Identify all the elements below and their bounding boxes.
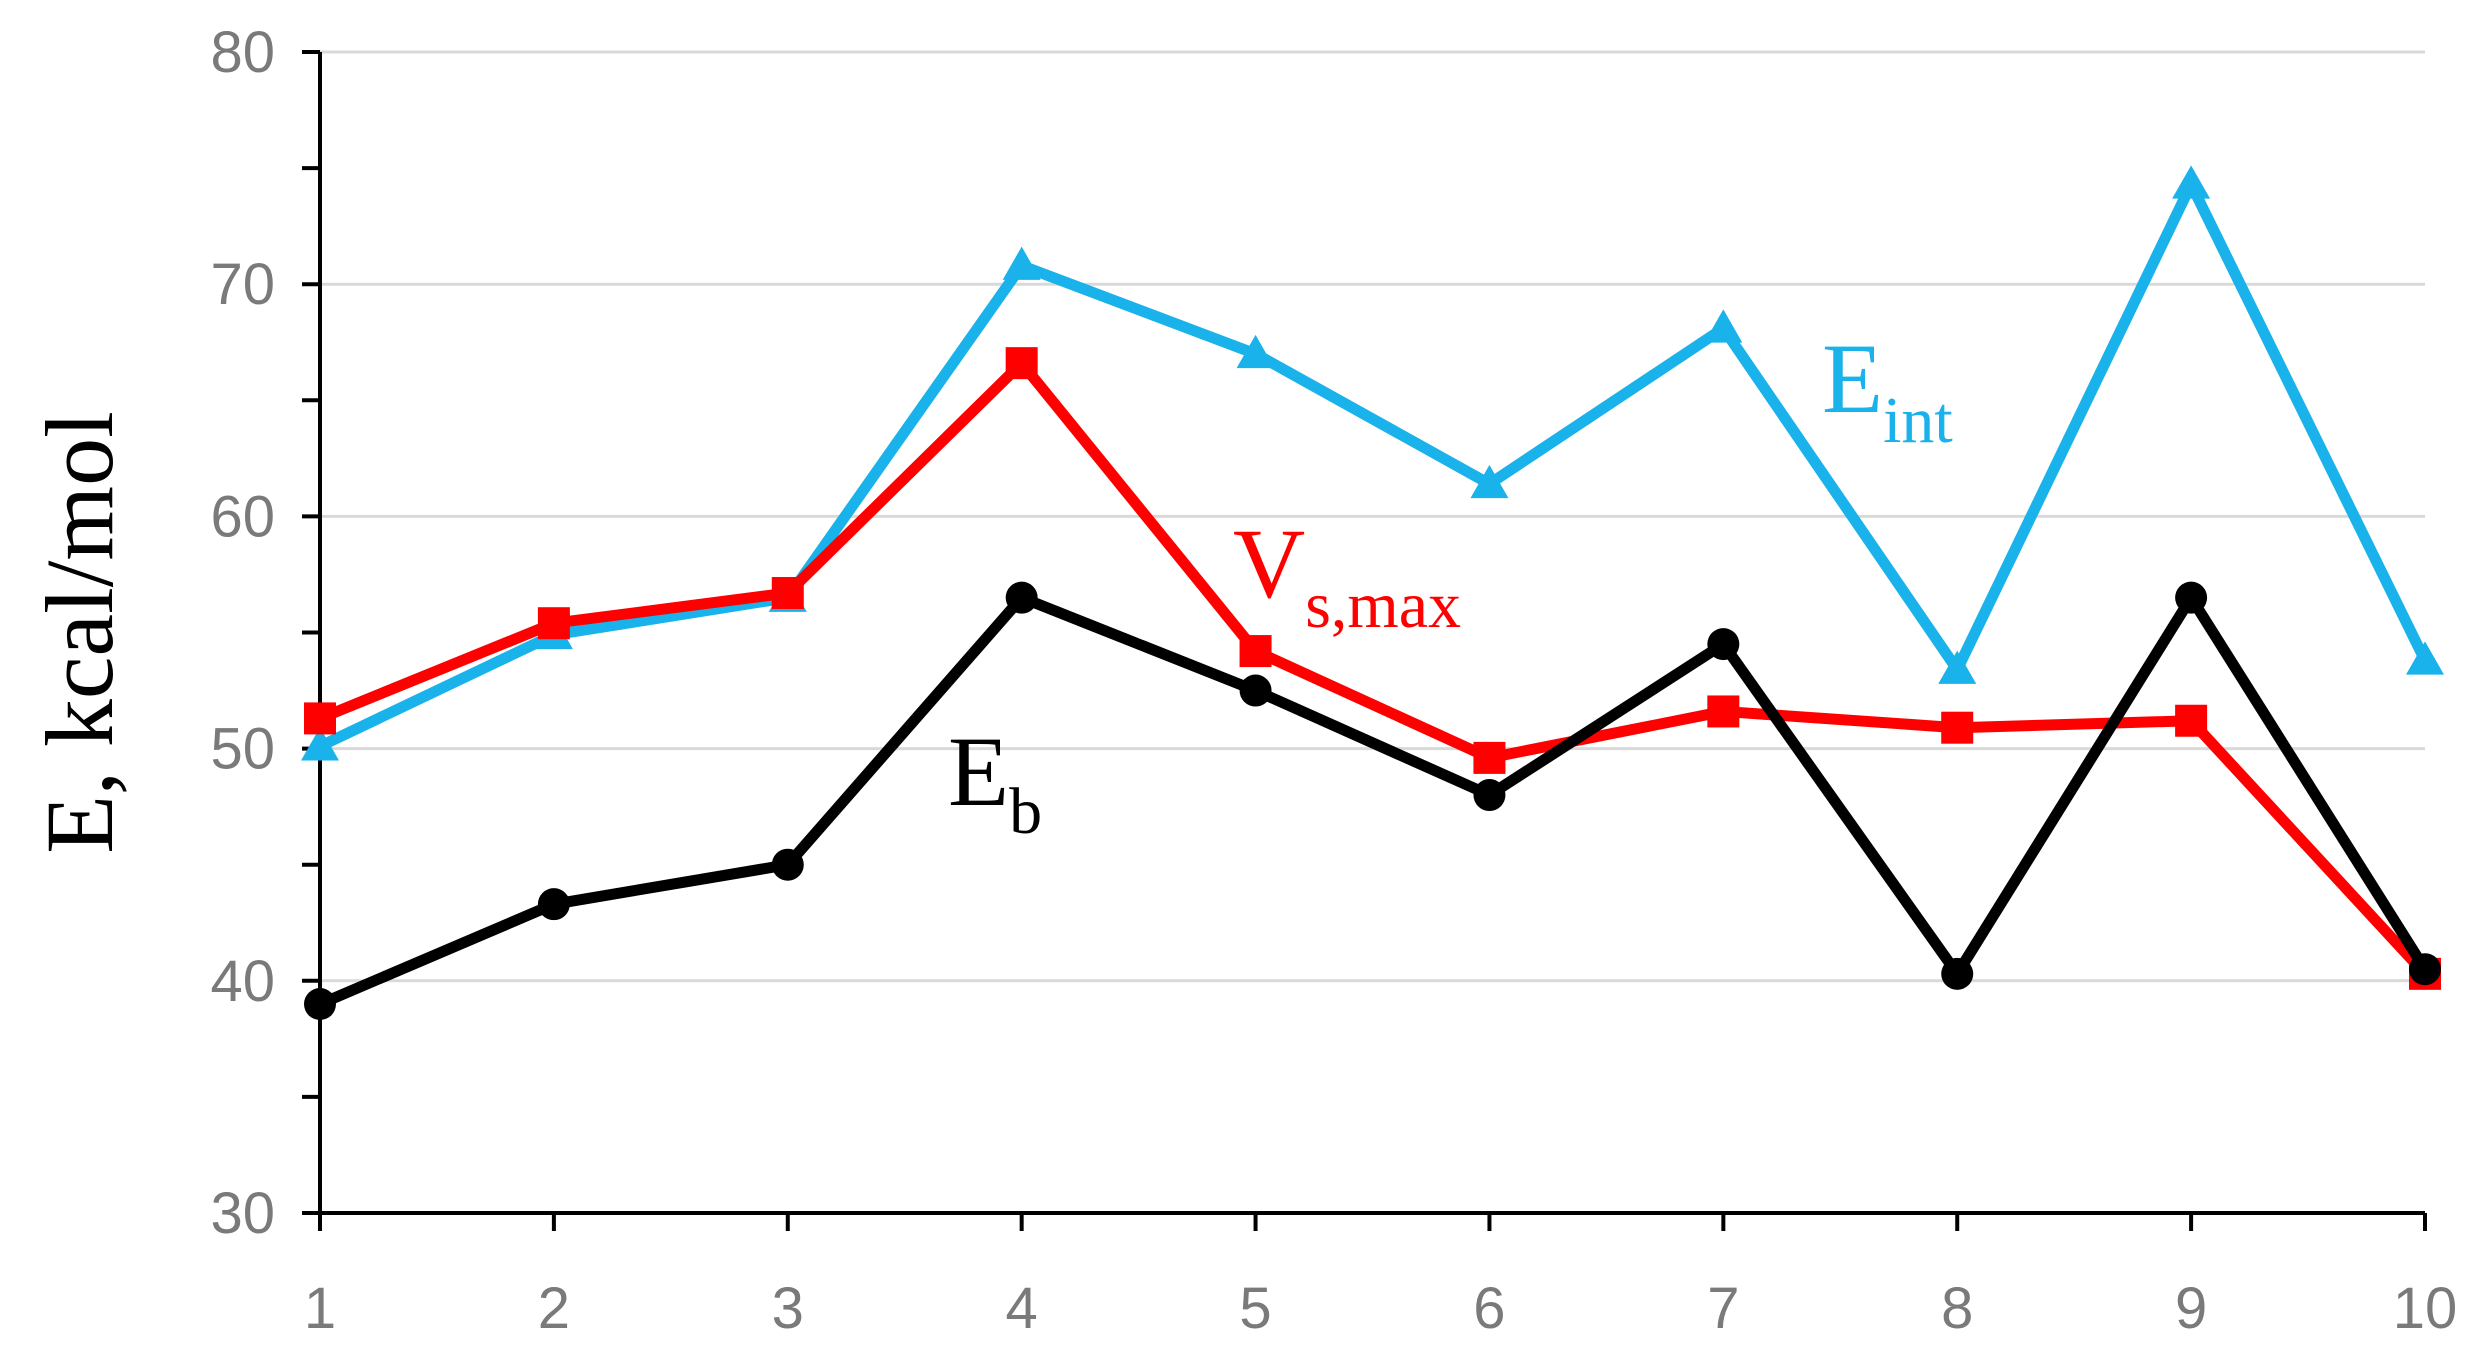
data-point xyxy=(537,607,570,640)
gridlines xyxy=(320,50,2425,983)
data-point xyxy=(1239,635,1272,668)
x-tick-label: 2 xyxy=(538,1276,570,1341)
y-tick-label: 80 xyxy=(210,20,275,85)
x-tick-label: 6 xyxy=(1473,1276,1505,1341)
series-eb xyxy=(304,581,2441,1021)
x-tick-label: 1 xyxy=(304,1276,336,1341)
data-point xyxy=(1005,581,1038,614)
data-point xyxy=(1236,334,1275,369)
x-tick-label: 10 xyxy=(2393,1276,2458,1341)
series-layer xyxy=(301,165,2444,1021)
data-point xyxy=(1941,711,1974,744)
data-point xyxy=(1239,674,1272,707)
data-point xyxy=(1005,347,1038,380)
data-point xyxy=(1707,695,1740,728)
data-point xyxy=(1938,650,1977,684)
data-point xyxy=(771,848,804,881)
data-point xyxy=(1707,628,1740,661)
x-tick-label: 9 xyxy=(2175,1276,2207,1341)
series-label-eb: Eb xyxy=(948,716,1042,848)
y-axis-title: E, kcal/mol xyxy=(26,411,133,854)
series-label-sub: s,max xyxy=(1305,569,1461,642)
x-tick-label: 8 xyxy=(1941,1276,1973,1341)
series-labels: Eint Vs,max Eb xyxy=(948,323,1953,848)
x-tick-label: 3 xyxy=(772,1276,804,1341)
series-label-sub: int xyxy=(1883,384,1953,457)
y-tick-label: 40 xyxy=(210,949,275,1014)
series-label-main: E xyxy=(948,716,1009,827)
data-point xyxy=(1473,741,1506,774)
y-tick-label: 60 xyxy=(210,484,275,549)
data-point xyxy=(2175,581,2208,614)
x-tick-label: 5 xyxy=(1239,1276,1271,1341)
series-label-main: E xyxy=(1822,323,1883,434)
series-label-eint: Eint xyxy=(1822,323,1953,457)
series-label-vsmax: Vs,max xyxy=(1233,508,1461,642)
data-point xyxy=(1473,779,1506,812)
tick-labels: 30 40 50 60 70 80 1 2 3 4 5 6 7 8 9 10 xyxy=(210,20,2457,1341)
y-tick-label: 30 xyxy=(210,1181,275,1246)
series-line-vsmax xyxy=(317,357,2430,978)
data-point xyxy=(304,702,336,735)
data-point xyxy=(1941,957,1974,990)
series-eint xyxy=(301,165,2444,761)
data-point xyxy=(771,577,804,610)
series-label-sub: b xyxy=(1009,775,1042,848)
data-point xyxy=(1470,464,1509,499)
data-point xyxy=(301,727,339,761)
series-line-eint xyxy=(317,178,2430,752)
data-point xyxy=(2409,953,2441,986)
x-tick-label: 4 xyxy=(1006,1276,1038,1341)
data-point xyxy=(1704,309,1743,343)
series-label-main: V xyxy=(1233,508,1305,619)
data-point xyxy=(537,888,570,921)
data-point xyxy=(304,988,336,1021)
series-line-eb xyxy=(317,592,2430,1010)
y-tick-label: 50 xyxy=(210,717,275,782)
x-tick-label: 7 xyxy=(1707,1276,1739,1341)
data-point xyxy=(2175,704,2208,737)
y-tick-label: 70 xyxy=(210,252,275,317)
data-point xyxy=(2172,165,2211,199)
data-point xyxy=(1002,246,1041,280)
data-point xyxy=(2406,641,2444,675)
